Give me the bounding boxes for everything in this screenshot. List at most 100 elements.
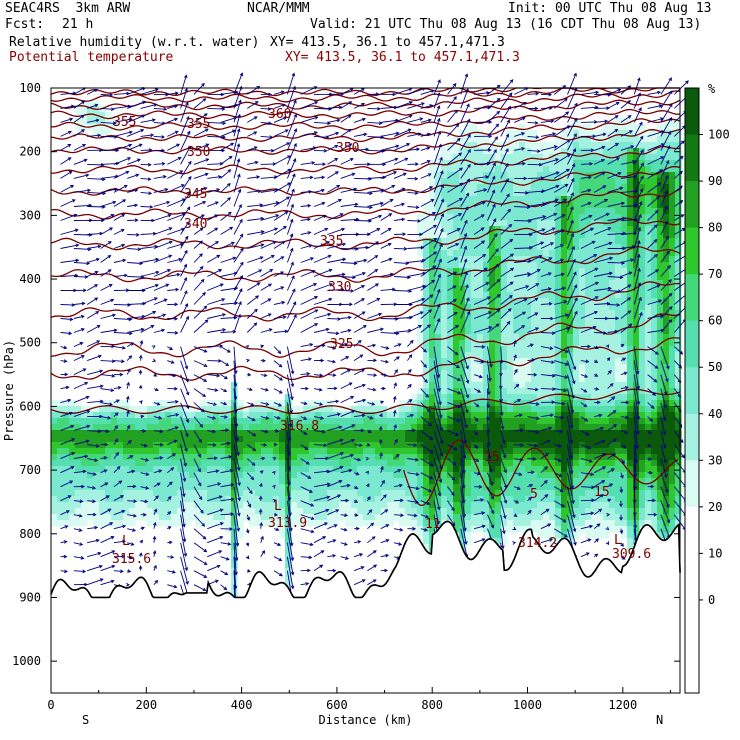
- wind-vector-head: [92, 499, 97, 504]
- wind-vector: [567, 163, 575, 179]
- wind-vector: [447, 430, 459, 436]
- wind-vector: [113, 360, 125, 362]
- wind-vector: [207, 345, 223, 348]
- wind-vector-head: [226, 441, 231, 446]
- wind-vector-head: [411, 428, 416, 433]
- wind-vector-head: [151, 118, 156, 122]
- wind-vector: [260, 121, 272, 124]
- wind-vector: [420, 160, 431, 165]
- wind-vector: [607, 468, 615, 474]
- wind-vector-head: [377, 107, 381, 111]
- wind-vector-head: [550, 413, 554, 418]
- wind-vector: [153, 283, 169, 291]
- wind-vector-head: [172, 453, 176, 457]
- wind-vector-head: [466, 103, 470, 108]
- wind-vector: [487, 388, 489, 408]
- wind-vector-head: [648, 457, 653, 461]
- wind-vector-head: [140, 128, 145, 133]
- wind-vector: [153, 457, 163, 460]
- wind-vector: [193, 584, 206, 591]
- wind-vector: [167, 157, 182, 165]
- wind-vector: [73, 455, 88, 460]
- wind-vector-head: [344, 542, 348, 546]
- wind-vector: [286, 402, 292, 427]
- x-axis-label: Distance (km): [319, 713, 413, 727]
- wind-vector: [60, 229, 79, 235]
- wind-vector: [527, 283, 539, 291]
- wind-vector-head: [481, 538, 486, 542]
- wind-vector-head: [513, 354, 517, 359]
- wind-vector-head: [453, 312, 458, 316]
- wind-vector-head: [320, 358, 325, 363]
- x-tick-label: 400: [231, 698, 253, 712]
- wind-vector-head: [200, 408, 205, 413]
- wind-vector: [433, 430, 443, 457]
- wind-vector-head: [408, 114, 413, 119]
- wind-vector-head: [393, 171, 398, 175]
- wind-vector-head: [204, 319, 209, 324]
- wind-vector: [433, 346, 440, 378]
- wind-vector-head: [550, 242, 554, 246]
- wind-vector: [233, 143, 240, 165]
- colorbar-label: 100: [708, 128, 730, 142]
- wind-vector-head: [131, 469, 136, 474]
- wind-vector-head: [214, 579, 219, 584]
- wind-vector-head: [560, 244, 564, 248]
- wind-vector-head: [284, 211, 289, 215]
- wind-vector-head: [424, 379, 428, 384]
- wind-vector: [553, 184, 569, 193]
- wind-vector-head: [183, 462, 187, 467]
- wind-vector: [327, 466, 343, 474]
- wind-vector-head: [96, 340, 101, 344]
- wind-vector: [340, 343, 348, 348]
- wind-vector: [193, 556, 208, 565]
- north-label: N: [656, 713, 663, 727]
- wind-vector-head: [169, 346, 173, 350]
- wind-vector-head: [570, 485, 575, 490]
- wind-vector-head: [322, 162, 327, 166]
- wind-vector-head: [594, 373, 599, 377]
- wind-vector: [594, 257, 613, 263]
- wind-vector: [300, 373, 310, 376]
- wind-vector: [420, 444, 434, 454]
- wind-vector-head: [153, 564, 157, 569]
- wind-vector: [126, 382, 130, 389]
- wind-vector-head: [121, 214, 126, 218]
- wind-vector-head: [604, 199, 609, 203]
- wind-vector: [673, 346, 683, 355]
- wind-vector-head: [224, 375, 228, 380]
- wind-vector-head: [639, 135, 644, 140]
- wind-vector-head: [197, 482, 202, 487]
- wind-vector-head: [373, 564, 378, 568]
- wind-vector: [140, 325, 154, 333]
- wind-vector: [473, 189, 487, 193]
- wind-vector-head: [278, 390, 283, 394]
- wind-vector-head: [560, 415, 565, 420]
- wind-vector-head: [480, 359, 485, 364]
- wind-vector-head: [272, 457, 277, 461]
- wind-vector-head: [427, 118, 432, 123]
- y-tick-label: 100: [19, 81, 41, 95]
- wind-vector: [313, 416, 324, 419]
- wind-vector-head: [394, 438, 398, 443]
- wind-vector: [527, 471, 534, 474]
- wind-vector: [340, 396, 354, 404]
- wind-vector-head: [126, 582, 130, 587]
- wind-vector: [420, 186, 433, 193]
- wind-vector: [660, 374, 667, 395]
- wind-vector-head: [365, 470, 369, 475]
- wind-vector-head: [203, 548, 208, 553]
- wind-vector: [380, 346, 389, 349]
- wind-vector: [460, 206, 469, 221]
- wind-vector-head: [79, 542, 84, 546]
- wind-vector: [300, 205, 311, 207]
- wind-vector: [353, 384, 366, 390]
- wind-vector: [447, 514, 456, 526]
- wind-vector: [167, 118, 178, 123]
- wind-vector: [127, 87, 146, 95]
- wind-vector-head: [309, 542, 314, 547]
- wind-vector: [87, 89, 98, 95]
- wind-vector-head: [81, 484, 85, 489]
- wind-vector-head: [354, 499, 359, 503]
- wind-vector-head: [308, 555, 313, 560]
